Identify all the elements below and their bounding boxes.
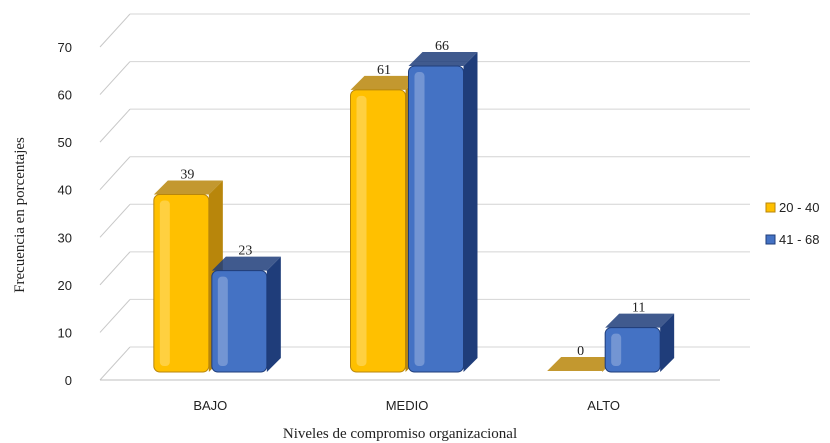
y-tick-label: 0 [65, 373, 72, 388]
legend-label: 41 - 68 [779, 232, 819, 247]
bar-top [408, 52, 478, 67]
legend: 20 - 40 41 - 68 [765, 200, 819, 247]
legend-swatch [765, 202, 776, 213]
x-axis-title: Niveles de compromiso organizacional [283, 426, 517, 442]
bar [153, 193, 210, 373]
bar-top [605, 313, 675, 328]
bar-highlight [414, 72, 425, 367]
data-label: 39 [180, 167, 194, 182]
bar-side [463, 52, 478, 373]
bar-top [153, 180, 223, 195]
y-tick-label: 10 [58, 325, 72, 340]
bar [604, 327, 661, 373]
y-axis-title: Frecuencia en porcentajes [12, 137, 28, 293]
bar-highlight [217, 276, 228, 366]
x-tick-label: BAJO [193, 398, 227, 413]
gridline-diagonal [99, 346, 131, 381]
y-tick-label: 70 [58, 40, 72, 55]
gridline-diagonal [99, 251, 131, 286]
legend-swatch [765, 234, 776, 245]
data-label: 0 [577, 344, 584, 359]
y-tick-label: 50 [58, 135, 72, 150]
x-tick-label: MEDIO [386, 398, 429, 413]
data-label: 11 [632, 301, 645, 316]
gridline-diagonal [99, 299, 131, 333]
data-labels: 39 23 61 66 0 11 [180, 39, 645, 359]
bar-highlight [611, 333, 622, 366]
bar-top [211, 256, 281, 271]
x-tick-label: ALTO [587, 398, 620, 413]
bars [153, 52, 675, 373]
legend-label: 20 - 40 [779, 200, 819, 215]
bar-highlight [356, 95, 367, 367]
bar-side [660, 313, 675, 372]
bar-highlight [159, 200, 170, 366]
bar [211, 270, 268, 373]
gridline-diagonal [99, 61, 131, 95]
y-tick-label: 30 [58, 230, 72, 245]
data-label: 66 [435, 39, 449, 54]
y-tick-label: 20 [58, 278, 72, 293]
bar-top [547, 357, 617, 371]
gridline-diagonal [99, 203, 131, 238]
axes: 0 10 20 30 40 50 60 70 BAJO MEDIO ALTO [58, 40, 720, 413]
data-label: 61 [377, 63, 391, 78]
bar-side [266, 256, 281, 372]
data-label: 23 [238, 244, 252, 259]
gridline-diagonal [99, 13, 131, 48]
y-tick-label: 40 [58, 183, 72, 198]
gridline-diagonal [99, 156, 131, 191]
gridline-diagonal [99, 108, 131, 143]
y-tick-label: 60 [58, 88, 72, 103]
bar [350, 89, 406, 373]
bar [408, 65, 464, 373]
bar-top [350, 75, 420, 90]
